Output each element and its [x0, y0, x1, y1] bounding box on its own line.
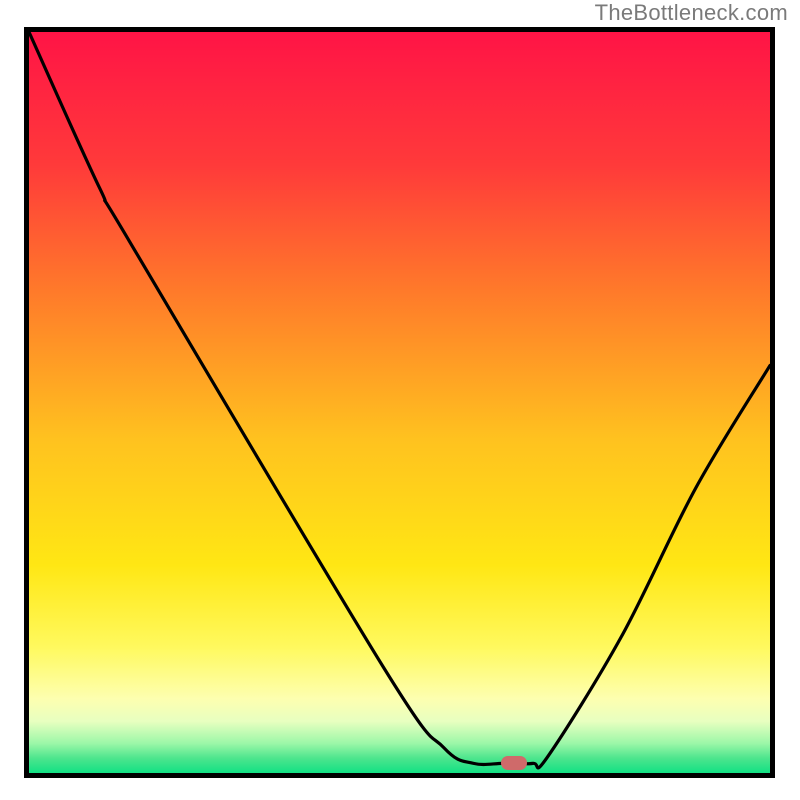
optimal-point-marker — [501, 756, 527, 770]
attribution-text: TheBottleneck.com — [595, 0, 788, 26]
bottleneck-curve-path — [29, 32, 770, 768]
chart-plot-area — [24, 27, 775, 778]
chart-curve — [29, 32, 770, 773]
